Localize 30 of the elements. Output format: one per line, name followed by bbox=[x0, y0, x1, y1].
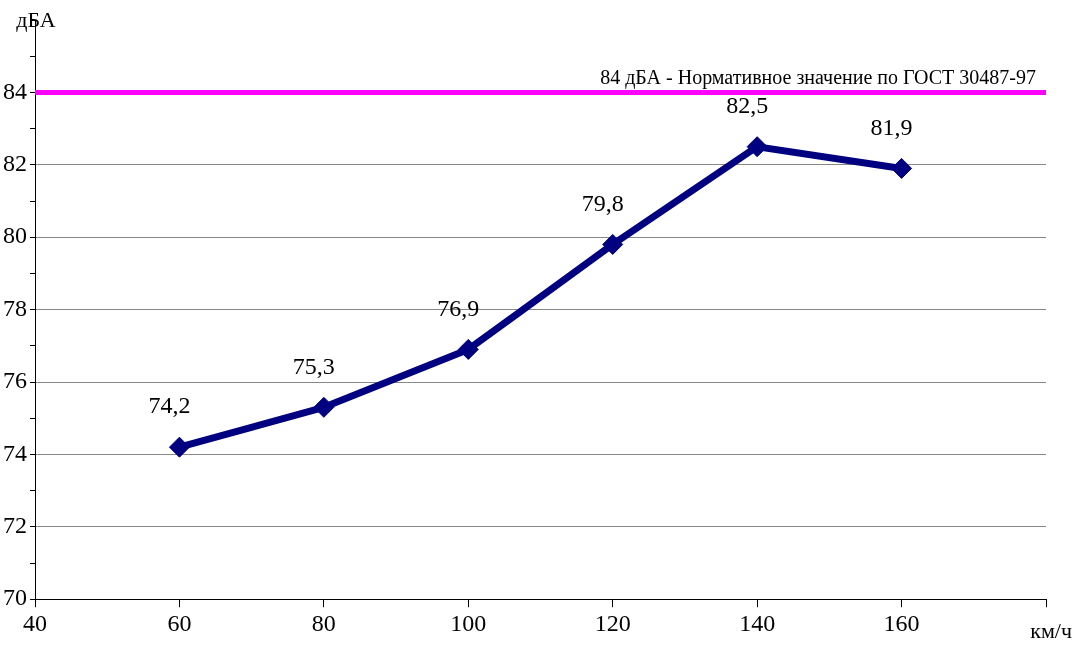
point bbox=[168, 436, 190, 458]
data-label: 76,9 bbox=[437, 294, 480, 321]
y-tick-label: 82 bbox=[3, 150, 27, 177]
y-tick-label: 76 bbox=[3, 367, 27, 394]
point bbox=[313, 396, 335, 418]
point bbox=[457, 338, 479, 360]
y-tick-label: 74 bbox=[3, 439, 27, 466]
point bbox=[602, 233, 624, 255]
y-tick-label: 80 bbox=[3, 222, 27, 249]
point bbox=[746, 136, 768, 158]
x-tick-label: 80 bbox=[311, 609, 336, 636]
x-tick-label: 100 bbox=[450, 609, 487, 636]
data-label: 82,5 bbox=[726, 92, 769, 118]
data-label: 81,9 bbox=[870, 113, 913, 140]
data-label: 75,3 bbox=[292, 352, 335, 379]
y-tick-label: 72 bbox=[3, 512, 27, 539]
data-label: 79,8 bbox=[581, 189, 624, 216]
y-tick-label: 84 bbox=[3, 77, 27, 104]
y-axis-title: дБА bbox=[16, 6, 56, 32]
x-tick-label: 60 bbox=[167, 609, 192, 636]
x-axis-title: км/ч bbox=[1030, 617, 1072, 643]
ref-line-label: 84 дБА - Нормативное значение по ГОСТ 30487-97 bbox=[600, 65, 1036, 89]
x-tick-label: 160 bbox=[883, 609, 920, 636]
point bbox=[891, 157, 913, 179]
y-tick-label: 70 bbox=[3, 584, 27, 611]
data-label: 74,2 bbox=[148, 392, 191, 419]
x-tick-label: 120 bbox=[594, 609, 631, 636]
y-tick-label: 78 bbox=[3, 294, 27, 321]
x-tick-label: 140 bbox=[739, 609, 776, 636]
x-tick-label: 40 bbox=[23, 609, 47, 636]
